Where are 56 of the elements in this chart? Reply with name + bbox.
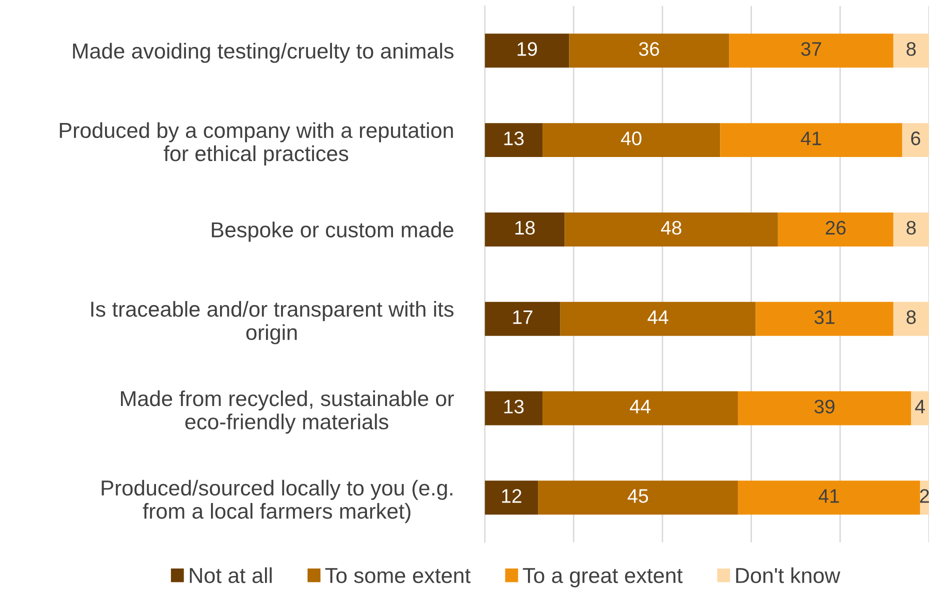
- bar: [484, 212, 565, 246]
- legend-label: Not at all: [190, 567, 272, 584]
- data-label: 6: [911, 132, 920, 146]
- data-label: 31: [814, 310, 834, 324]
- data-label: 39: [814, 400, 834, 414]
- bar: [720, 123, 902, 158]
- data-label: 44: [630, 400, 650, 414]
- data-label: 12: [502, 489, 522, 503]
- data-label: 40: [620, 132, 642, 146]
- bar: [893, 302, 929, 336]
- data-label: 41: [818, 489, 839, 503]
- y-tick-label: Bespoke or custom made: [212, 222, 454, 242]
- data-label: 4: [915, 400, 925, 414]
- data-label: 8: [906, 310, 916, 324]
- bar: [484, 302, 560, 336]
- legend-label: To some extent: [325, 568, 471, 584]
- bar: [542, 123, 720, 158]
- data-label: 45: [628, 489, 648, 503]
- bar: [538, 480, 738, 515]
- data-label: 2: [920, 489, 929, 503]
- bar: [902, 123, 929, 158]
- bar: [738, 480, 920, 515]
- data-label: 8: [906, 42, 916, 56]
- data-label: 41: [800, 132, 822, 146]
- legend-label: Don't know: [736, 567, 840, 584]
- bar: [484, 34, 570, 68]
- data-label: 48: [660, 220, 682, 235]
- y-tick-label: Made avoiding testing/cruelty to animals: [73, 42, 454, 63]
- y-tick-label: Is traceable and/or transparent with its origin: [91, 301, 454, 344]
- data-label: 17: [513, 310, 532, 324]
- bar: [778, 212, 894, 246]
- bar: [560, 302, 756, 336]
- bar: [756, 302, 894, 336]
- data-label: 18: [515, 220, 535, 235]
- bar: [738, 391, 912, 426]
- bar: [893, 34, 929, 68]
- bar: [729, 34, 894, 68]
- data-label: 13: [504, 132, 524, 146]
- bar: [564, 212, 778, 246]
- bar: [484, 391, 543, 426]
- bar: [484, 480, 538, 515]
- data-label: 19: [518, 42, 537, 56]
- bar: [542, 391, 738, 426]
- y-tick-label: Made from recycled, sustainable or eco-friendly materials: [120, 390, 454, 434]
- data-label: 44: [648, 310, 668, 324]
- data-label: 8: [906, 220, 916, 235]
- y-tick-label: Produced/sourced locally to you (e.g. from a local farmers market): [102, 480, 452, 524]
- data-label: 37: [801, 42, 822, 56]
- bar: [484, 123, 543, 158]
- bar: [569, 34, 730, 68]
- data-label: 13: [504, 400, 524, 414]
- legend-label: To a great extent: [522, 568, 683, 588]
- bar: [893, 212, 929, 246]
- y-tick-label: Produced by a company with a reputation for ethical practices: [60, 122, 453, 166]
- data-label: 36: [639, 42, 660, 56]
- data-label: 26: [826, 220, 846, 235]
